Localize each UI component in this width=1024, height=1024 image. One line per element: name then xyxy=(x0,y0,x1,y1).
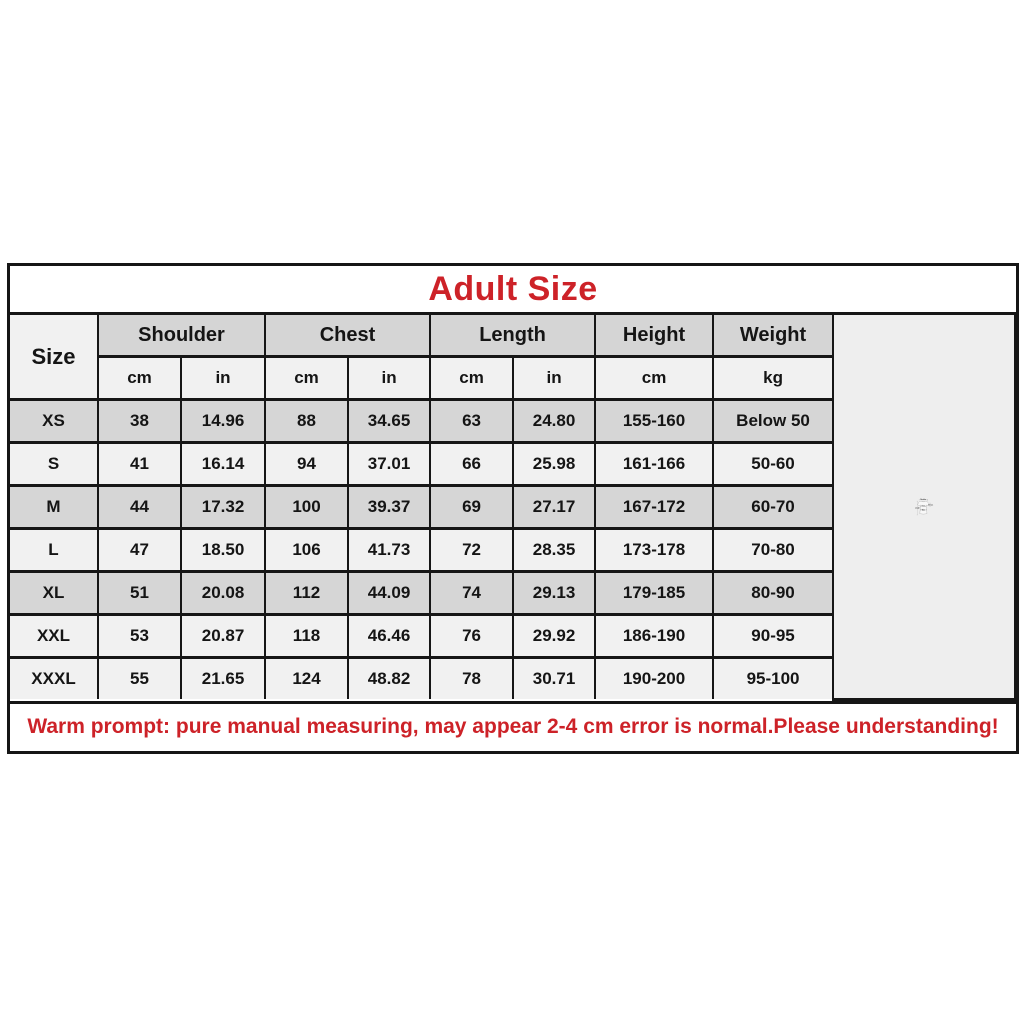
table-cell: 88 xyxy=(264,398,350,444)
table-cell: 29.92 xyxy=(512,613,597,659)
length-label: Length xyxy=(915,507,920,510)
table-cell: 48.82 xyxy=(347,656,432,699)
unit-cell: cm xyxy=(429,355,515,401)
warm-prompt-text: Warm prompt: pure manual measuring, may … xyxy=(10,700,1016,751)
table-cell: 106 xyxy=(264,527,350,573)
table-cell: 90-95 xyxy=(712,613,835,659)
size-label: S xyxy=(10,441,99,487)
table-cell: 76 xyxy=(429,613,515,659)
table-cell: 25.98 xyxy=(512,441,597,487)
table-cell: 66 xyxy=(429,441,515,487)
table-cell: 47 xyxy=(97,527,182,573)
size-label: XL xyxy=(10,570,99,616)
table-cell: 44 xyxy=(97,484,182,530)
table-cell: 100 xyxy=(264,484,350,530)
sleeves-measure-line xyxy=(929,503,931,507)
table-cell: 20.87 xyxy=(179,613,267,659)
table-cell: 63 xyxy=(429,398,515,444)
table-cell: 29.13 xyxy=(512,570,597,616)
table-cell: 124 xyxy=(264,656,350,699)
unit-cell: in xyxy=(179,355,267,401)
measurement-diagram-panel: Shoulder Sleeves Chest Length Waist xyxy=(832,315,1016,701)
table-cell: 112 xyxy=(264,570,350,616)
tshirt-measurement-diagram: Shoulder Sleeves Chest Length Waist xyxy=(915,498,934,516)
table-cell: 94 xyxy=(264,441,350,487)
table-cell: 72 xyxy=(429,527,515,573)
page-title: Adult Size xyxy=(10,266,1016,315)
table-cell: 80-90 xyxy=(712,570,835,616)
table-cell: 16.14 xyxy=(179,441,267,487)
table-cell: 69 xyxy=(429,484,515,530)
unit-cell: cm xyxy=(264,355,350,401)
table-cell: 30.71 xyxy=(512,656,597,699)
table-cell: 50-60 xyxy=(712,441,835,487)
table-cell: 78 xyxy=(429,656,515,699)
table-row-xxl: XXL 53 20.87 118 46.46 76 29.92 186-190 … xyxy=(10,613,1015,659)
table-cell: 186-190 xyxy=(594,613,715,659)
column-header-height: Height xyxy=(594,315,715,358)
table-cell: 34.65 xyxy=(347,398,432,444)
size-table: Size Shoulder Chest Length Height Weight xyxy=(10,315,1016,701)
table-cell: 18.50 xyxy=(179,527,267,573)
table-cell: 37.01 xyxy=(347,441,432,487)
table-row-s: S 41 16.14 94 37.01 66 25.98 161-166 50-… xyxy=(10,441,1015,487)
column-header-chest: Chest xyxy=(264,315,432,358)
table-cell: 27.17 xyxy=(512,484,597,530)
length-measure-line xyxy=(916,501,918,516)
table-cell: 173-178 xyxy=(594,527,715,573)
table-cell: 118 xyxy=(264,613,350,659)
table-cell: 155-160 xyxy=(594,398,715,444)
column-header-length: Length xyxy=(429,315,597,358)
shoulder-measure-line xyxy=(919,499,927,501)
size-label: XS xyxy=(10,398,99,444)
table-cell: 44.09 xyxy=(347,570,432,616)
size-chart: Adult Size Size Shoulder Chest Length He… xyxy=(7,263,1019,754)
table-cell: 21.65 xyxy=(179,656,267,699)
table-row-xs: XS 38 14.96 88 34.65 63 24.80 155-160 Be… xyxy=(10,398,1015,444)
size-label: M xyxy=(10,484,99,530)
table-cell: 17.32 xyxy=(179,484,267,530)
table-cell: Below 50 xyxy=(712,398,835,444)
table-cell: 161-166 xyxy=(594,441,715,487)
table-cell: 179-185 xyxy=(594,570,715,616)
column-header-size: Size xyxy=(10,315,99,401)
table-row-xxxl: XXXL 55 21.65 124 48.82 78 30.71 190-200… xyxy=(10,656,1015,699)
unit-cell: in xyxy=(512,355,597,401)
size-label: L xyxy=(10,527,99,573)
table-cell: 41.73 xyxy=(347,527,432,573)
table-row-l: L 47 18.50 106 41.73 72 28.35 173-178 70… xyxy=(10,527,1015,573)
table-cell: 28.35 xyxy=(512,527,597,573)
column-header-shoulder: Shoulder xyxy=(96,315,267,358)
table-row-m: M 44 17.32 100 39.37 69 27.17 167-172 60… xyxy=(10,484,1015,530)
table-cell: 53 xyxy=(97,613,182,659)
table-cell: 167-172 xyxy=(594,484,715,530)
table-cell: 60-70 xyxy=(712,484,835,530)
sleeves-label: Sleeves xyxy=(928,505,933,507)
table-cell: 14.96 xyxy=(179,398,267,444)
table-cell: 74 xyxy=(429,570,515,616)
unit-cell: cm xyxy=(98,355,182,401)
column-header-weight: Weight xyxy=(712,315,835,358)
header-row-units: cm in cm in cm in cm kg xyxy=(10,355,1015,401)
unit-cell: kg xyxy=(712,355,835,401)
table-cell: 190-200 xyxy=(594,656,715,699)
unit-cell: in xyxy=(347,355,432,401)
table-cell: 24.80 xyxy=(512,398,597,444)
size-label: XXL xyxy=(10,613,99,659)
table-cell: 46.46 xyxy=(347,613,432,659)
table-cell: 41 xyxy=(97,441,182,487)
table-cell: 70-80 xyxy=(712,527,835,573)
table-cell: 55 xyxy=(97,656,182,699)
table-cell: 20.08 xyxy=(179,570,267,616)
unit-cell: cm xyxy=(594,355,715,401)
table-cell: 39.37 xyxy=(347,484,432,530)
table-row-xl: XL 51 20.08 112 44.09 74 29.13 179-185 8… xyxy=(10,570,1015,616)
shoulder-label: Shoulder xyxy=(920,498,926,501)
table-cell: 95-100 xyxy=(712,656,835,699)
tshirt-outline xyxy=(917,501,930,515)
table-cell: 38 xyxy=(97,398,182,444)
header-row-groups: Size Shoulder Chest Length Height Weight xyxy=(10,315,1016,701)
size-label: XXXL xyxy=(10,656,99,699)
table-cell: 51 xyxy=(97,570,182,616)
